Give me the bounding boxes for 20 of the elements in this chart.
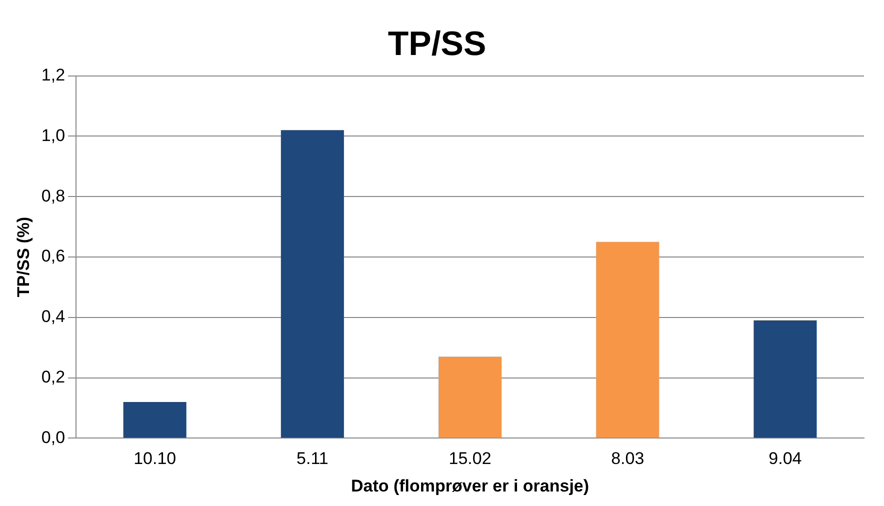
y-tick-label: 0,8 [41, 186, 66, 206]
y-tick-label: 1,2 [41, 65, 66, 84]
bar [438, 356, 502, 438]
chart-title: TP/SS [388, 24, 486, 63]
bar [280, 130, 344, 438]
y-tick-label: 0,6 [41, 246, 66, 266]
bar [596, 242, 660, 438]
x-tick-label: 10.10 [134, 449, 176, 468]
y-tick-label: 1,0 [41, 126, 66, 145]
y-tick-label: 0,0 [41, 428, 66, 447]
x-tick-label: 15.02 [448, 449, 492, 468]
bar [754, 320, 817, 438]
y-tick-label: 0,2 [41, 367, 66, 386]
x-tick-label: 8.03 [611, 449, 644, 468]
bar [123, 402, 186, 438]
x-tick-label: 5.11 [296, 449, 328, 468]
x-tick-label: 9.04 [768, 449, 802, 468]
y-axis-title: TP/SS (%) [14, 216, 33, 298]
y-tick-label: 0,4 [41, 307, 66, 326]
x-axis-title: Dato (flomprøver er i oransje) [350, 476, 590, 496]
